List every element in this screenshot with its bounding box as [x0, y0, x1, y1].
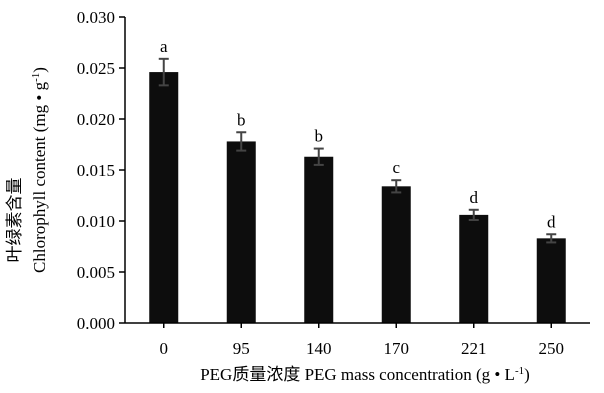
bar-170: [381, 186, 411, 323]
x-tick-label-170: 170: [384, 339, 410, 358]
bar-0: [149, 72, 179, 323]
x-axis-title-main: PEG质量浓度 PEG mass concentration (g • L: [200, 365, 515, 384]
significance-label-250: d: [547, 212, 556, 231]
y-axis-title-en-sup: -1: [30, 73, 42, 82]
x-axis-title: PEG质量浓度 PEG mass concentration (g • L-1): [200, 365, 530, 384]
significance-labels-group: a b b c d d: [160, 37, 556, 231]
significance-label-95: b: [237, 110, 246, 129]
x-axis-title-sup: -1: [515, 365, 524, 377]
y-axis-title-en-main: Chlorophyll content (mg • g: [30, 81, 49, 273]
x-tick-label-221: 221: [461, 339, 487, 358]
x-tick-label-250: 250: [539, 339, 565, 358]
error-bars-group: [158, 57, 557, 244]
y-tick-label-0.020: 0.020: [77, 110, 115, 129]
bar-95: [226, 141, 256, 323]
y-tick-label-0.005: 0.005: [77, 263, 115, 282]
y-tick-label-0.025: 0.025: [77, 59, 115, 78]
y-axis-title-cn: 叶绿素含量: [5, 178, 24, 263]
x-axis: 0 95 140 170 221 250: [125, 322, 590, 358]
bar-250: [536, 238, 566, 323]
significance-label-170: c: [392, 158, 400, 177]
bars-group: [149, 72, 566, 323]
y-tick-label-0.000: 0.000: [77, 314, 115, 333]
x-tick-label-0: 0: [160, 339, 169, 358]
y-axis-title-en: Chlorophyll content (mg • g-1): [30, 67, 49, 273]
x-tick-label-95: 95: [233, 339, 250, 358]
y-tick-label-0.015: 0.015: [77, 161, 115, 180]
significance-label-0: a: [160, 37, 168, 56]
bar-221: [459, 214, 489, 323]
significance-label-221: d: [470, 188, 479, 207]
y-axis-title-en-end: ): [30, 67, 49, 73]
y-tick-label-0.010: 0.010: [77, 212, 115, 231]
x-axis-title-end: ): [524, 365, 530, 384]
x-tick-label-140: 140: [306, 339, 332, 358]
bar-140: [304, 156, 334, 323]
significance-label-140: b: [315, 127, 324, 146]
y-tick-label-0.030: 0.030: [77, 8, 115, 27]
y-axis: 0.000 0.005 0.010 0.015 0.020 0.025 0.030: [77, 8, 126, 333]
